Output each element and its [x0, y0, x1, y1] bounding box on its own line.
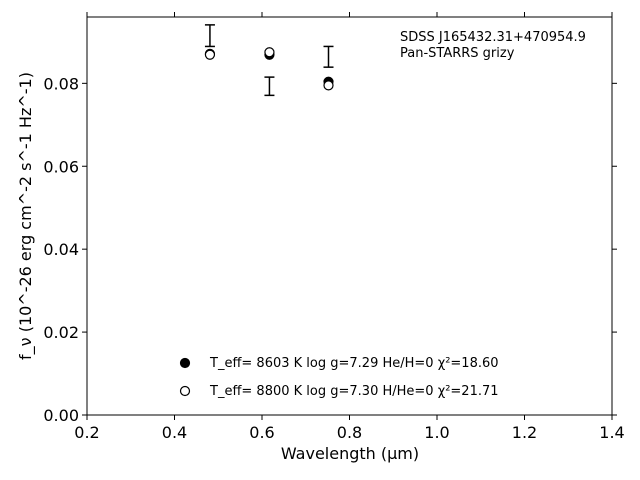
annotation-survey: Pan-STARRS grizy [400, 46, 515, 61]
x-tick-label: 1.0 [424, 423, 449, 442]
legend-marker-open [179, 385, 191, 397]
y-tick-label: 0.00 [43, 406, 79, 425]
errorbar [204, 24, 215, 48]
x-axis-label: Wavelength (μm) [281, 444, 419, 463]
y-tick-label: 0.04 [43, 240, 79, 259]
legend-label-series-1: T_eff= 8603 K log g=7.29 He/H=0 χ²=18.60 [209, 356, 499, 371]
errorbar [323, 45, 334, 68]
legend: T_eff= 8603 K log g=7.29 He/H=0 χ²=18.60… [179, 356, 499, 399]
x-tick-label: 0.4 [162, 423, 187, 442]
x-axis-ticks: 0.2 0.4 0.6 0.8 1.0 1.2 1.4 [74, 12, 625, 442]
model-points [204, 47, 334, 91]
x-tick-label: 1.4 [599, 423, 624, 442]
x-tick-label: 0.6 [249, 423, 274, 442]
x-tick-label: 0.8 [337, 423, 362, 442]
errorbar [264, 76, 275, 97]
y-tick-label: 0.08 [43, 74, 79, 93]
data-point-open [323, 80, 334, 91]
annotation-object-name: SDSS J165432.31+470954.9 [400, 30, 586, 45]
y-tick-label: 0.02 [43, 323, 79, 342]
y-axis-label: f_ν (10^-26 erg cm^-2 s^-1 Hz^-1) [16, 72, 36, 360]
data-point-open [264, 47, 275, 58]
x-tick-label: 0.2 [74, 423, 99, 442]
legend-label-series-2: T_eff= 8800 K log g=7.30 H/He=0 χ²=21.71 [209, 384, 499, 399]
legend-marker-filled [179, 357, 191, 369]
x-tick-label: 1.2 [512, 423, 537, 442]
data-point-open [204, 49, 216, 60]
observed-errorbars [204, 24, 334, 97]
y-tick-label: 0.06 [43, 157, 79, 176]
y-axis-ticks: 0.00 0.02 0.04 0.06 0.08 [43, 74, 617, 425]
